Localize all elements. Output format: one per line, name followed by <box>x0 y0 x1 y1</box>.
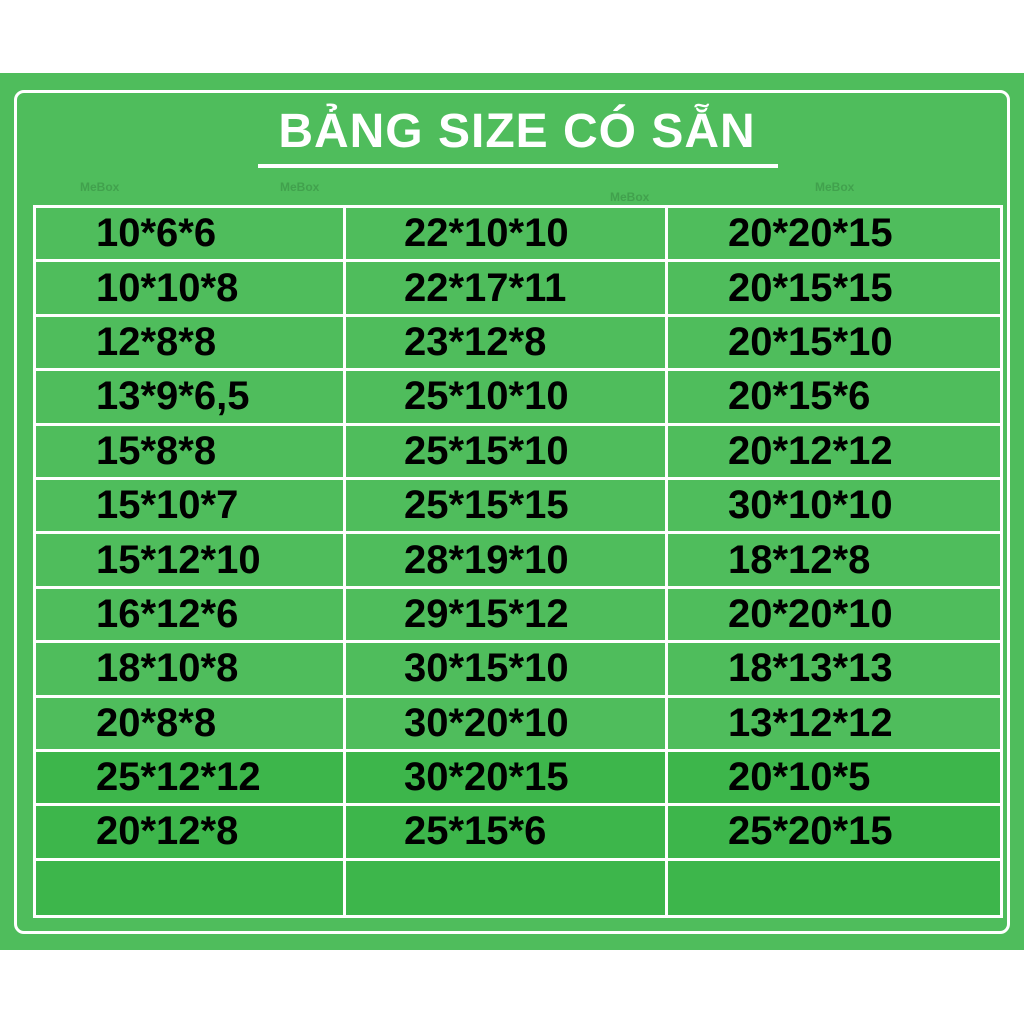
size-cell: 22*17*11 <box>346 262 668 314</box>
table-row: 15*10*7 25*15*15 30*10*10 <box>36 479 1000 535</box>
table-row <box>36 860 1000 916</box>
watermark-logo: MeBox <box>80 180 120 194</box>
size-cell: 20*12*12 <box>728 428 893 473</box>
table-row: 16*12*6 29*15*12 20*20*10 <box>36 588 1000 644</box>
size-cell: 30*20*10 <box>346 697 668 749</box>
size-table: 10*6*6 22*10*10 20*20*15 10*10*8 22*17*11 20*… <box>33 205 1003 919</box>
size-cell: 15*10*7 <box>36 479 346 532</box>
size-cell: 22*10*10 <box>346 208 668 260</box>
size-cell: 20*15*10 <box>728 319 893 364</box>
size-cell: 12*8*8 <box>36 316 346 369</box>
size-cell: 20*15*6 <box>728 374 871 419</box>
size-cell: 25*15*6 <box>346 806 668 858</box>
size-cell: 13*12*12 <box>728 700 893 745</box>
watermark-logo: MeBox <box>610 190 650 204</box>
title-underline <box>258 164 778 168</box>
size-cell: 20*10*5 <box>728 755 871 800</box>
size-cell: 30*10*10 <box>728 483 893 528</box>
table-row: 15*12*10 28*19*10 18*12*8 <box>36 534 1000 589</box>
table-row: 20*12*8 25*15*6 25*20*15 <box>36 806 1000 861</box>
size-cell <box>346 860 668 916</box>
size-cell: 25*10*10 <box>346 371 668 423</box>
size-cell: 30*20*15 <box>346 751 668 804</box>
size-cell: 16*12*6 <box>36 588 346 641</box>
size-cell: 28*19*10 <box>346 534 668 586</box>
size-cell: 18*13*13 <box>728 646 893 691</box>
page-title: BẢNG SIZE CÓ SẴN <box>278 105 756 158</box>
table-row: 18*10*8 30*15*10 18*13*13 <box>36 643 1000 698</box>
table-row: 15*8*8 25*15*10 20*12*12 <box>36 425 1000 480</box>
size-cell: 23*12*8 <box>346 316 668 369</box>
table-row: 10*6*6 22*10*10 20*20*15 <box>36 208 1000 263</box>
size-cell: 25*15*10 <box>346 425 668 477</box>
size-cell: 25*20*15 <box>728 809 893 854</box>
size-cell: 10*6*6 <box>36 208 346 260</box>
size-cell: 25*12*12 <box>36 751 346 804</box>
size-cell: 20*15*15 <box>728 265 893 310</box>
table-row: 12*8*8 23*12*8 20*15*10 <box>36 316 1000 372</box>
size-cell: 18*10*8 <box>36 643 346 695</box>
size-cell: 20*20*15 <box>728 211 893 256</box>
outer-frame <box>14 90 1010 934</box>
size-cell: 29*15*12 <box>346 588 668 641</box>
table-row: 13*9*6,5 25*10*10 20*15*6 <box>36 371 1000 426</box>
size-cell: 20*20*10 <box>728 591 893 636</box>
table-row: 10*10*8 22*17*11 20*15*15 <box>36 262 1000 317</box>
table-row: 25*12*12 30*20*15 20*10*5 <box>36 751 1000 807</box>
size-cell: 15*12*10 <box>36 534 346 586</box>
size-cell <box>668 861 1000 915</box>
size-cell: 30*15*10 <box>346 643 668 695</box>
size-cell: 18*12*8 <box>728 537 871 582</box>
watermark-logo: MeBox <box>815 180 855 194</box>
size-cell: 20*12*8 <box>36 806 346 858</box>
table-row: 20*8*8 30*20*10 13*12*12 <box>36 697 1000 752</box>
size-cell: 25*15*15 <box>346 479 668 532</box>
size-cell: 20*8*8 <box>36 697 346 749</box>
size-cell: 13*9*6,5 <box>36 371 346 423</box>
size-cell: 15*8*8 <box>36 425 346 477</box>
watermark-logo: MeBox <box>280 180 320 194</box>
size-cell <box>36 860 346 916</box>
size-cell: 10*10*8 <box>36 262 346 314</box>
